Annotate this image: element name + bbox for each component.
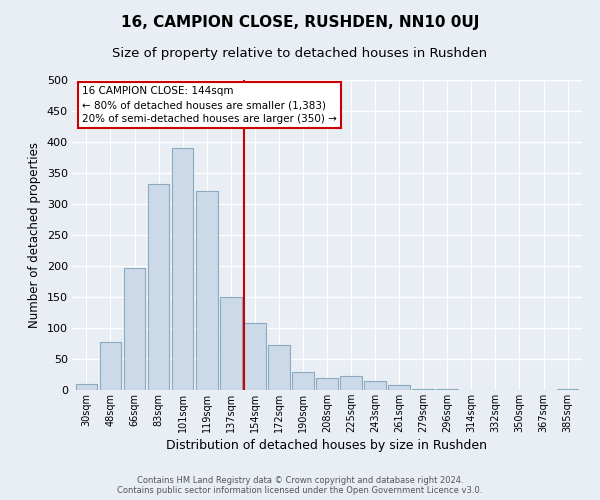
Bar (388, 385, 410, 390)
Text: Contains HM Land Registry data © Crown copyright and database right 2024.: Contains HM Land Registry data © Crown c… (137, 476, 463, 485)
Text: Contains public sector information licensed under the Open Government Licence v3: Contains public sector information licen… (118, 486, 482, 495)
Bar (268, 344, 290, 390)
Bar (292, 372, 314, 390)
Bar (244, 323, 266, 390)
Bar (100, 342, 121, 390)
Bar (340, 376, 362, 390)
Bar (124, 268, 145, 390)
Bar (316, 378, 338, 390)
X-axis label: Distribution of detached houses by size in Rushden: Distribution of detached houses by size … (167, 439, 487, 452)
Text: 16, CAMPION CLOSE, RUSHDEN, NN10 0UJ: 16, CAMPION CLOSE, RUSHDEN, NN10 0UJ (121, 15, 479, 30)
Bar (148, 184, 169, 390)
Text: 16 CAMPION CLOSE: 144sqm
← 80% of detached houses are smaller (1,383)
20% of sem: 16 CAMPION CLOSE: 144sqm ← 80% of detach… (82, 86, 337, 124)
Bar (172, 148, 193, 390)
Text: Size of property relative to detached houses in Rushden: Size of property relative to detached ho… (112, 48, 488, 60)
Bar (76, 384, 97, 390)
Bar (196, 191, 218, 390)
Bar (220, 297, 242, 390)
Bar (412, 389, 434, 390)
Y-axis label: Number of detached properties: Number of detached properties (28, 142, 41, 328)
Bar (364, 380, 386, 390)
